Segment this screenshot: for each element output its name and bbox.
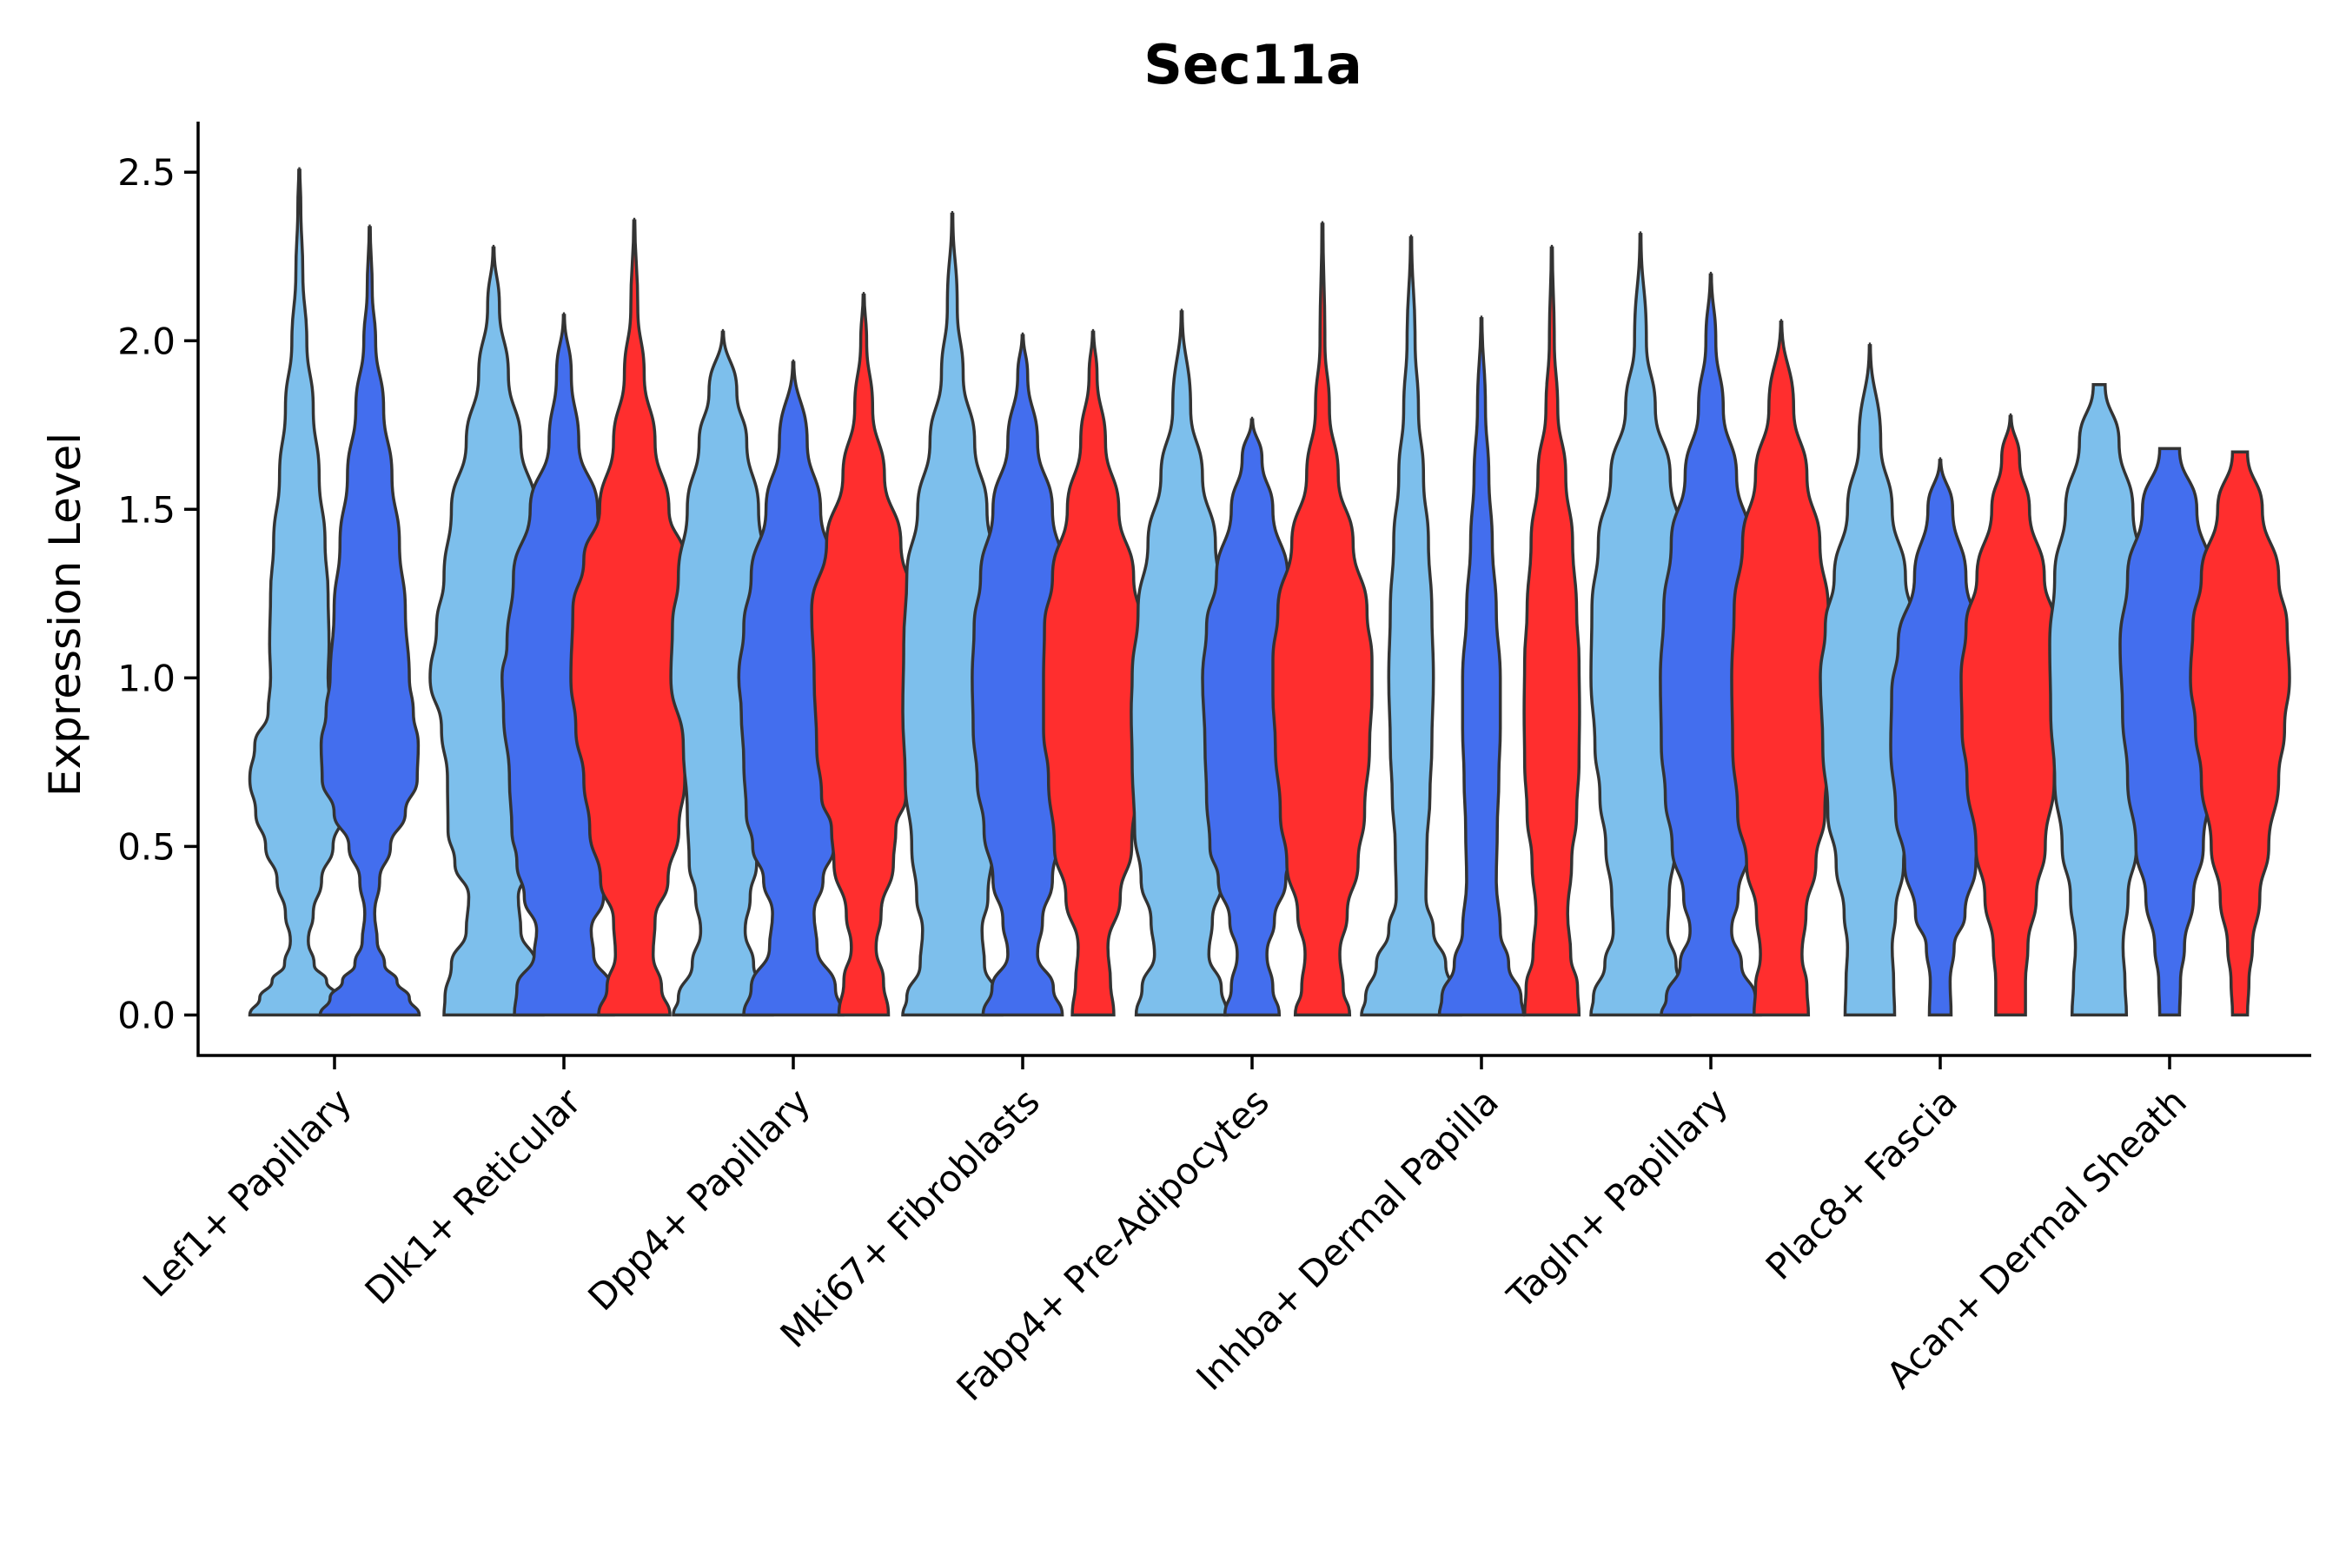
x-tick-label: Dlk1+ Reticular	[357, 1080, 590, 1313]
violins-layer	[248, 167, 2291, 1017]
y-tick-label: 0.0	[117, 994, 176, 1036]
x-tick-label: Dpp4+ Papillary	[580, 1080, 818, 1319]
y-tick-label: 2.5	[117, 151, 176, 194]
x-tick-label: Plac8+ Fascia	[1758, 1080, 1965, 1287]
violin-3-3	[810, 292, 918, 1017]
violin-5-3	[1271, 221, 1374, 1017]
violin-7-3	[1730, 319, 1832, 1017]
violin-6-2	[1437, 315, 1526, 1017]
y-axis-label: Expression Level	[40, 433, 90, 797]
violin-6-1	[1360, 235, 1462, 1017]
violin-9-2	[2118, 447, 2221, 1017]
violin-2-3	[569, 217, 699, 1017]
x-tick-label: Tagln+ Papillary	[1499, 1080, 1736, 1317]
y-tick-label: 0.5	[117, 825, 176, 868]
violin-9-3	[2189, 450, 2291, 1017]
y-tick-label: 1.0	[117, 657, 176, 699]
violin-8-2	[1889, 457, 1991, 1017]
violin-6-3	[1522, 244, 1581, 1017]
x-tick-label: Mki67+ Fibroblasts	[772, 1080, 1048, 1355]
violin-8-3	[1959, 413, 2062, 1017]
x-tick-label: Lef1+ Papillary	[135, 1080, 360, 1305]
axis-lines	[196, 122, 2311, 1057]
y-tick-label: 1.5	[117, 488, 176, 531]
violin-1-2	[318, 224, 421, 1017]
violin-1-1	[248, 167, 351, 1017]
chart-title: Sec11a	[1143, 33, 1362, 96]
violin-4-3	[1042, 328, 1144, 1017]
y-tick-label: 2.0	[117, 320, 176, 362]
